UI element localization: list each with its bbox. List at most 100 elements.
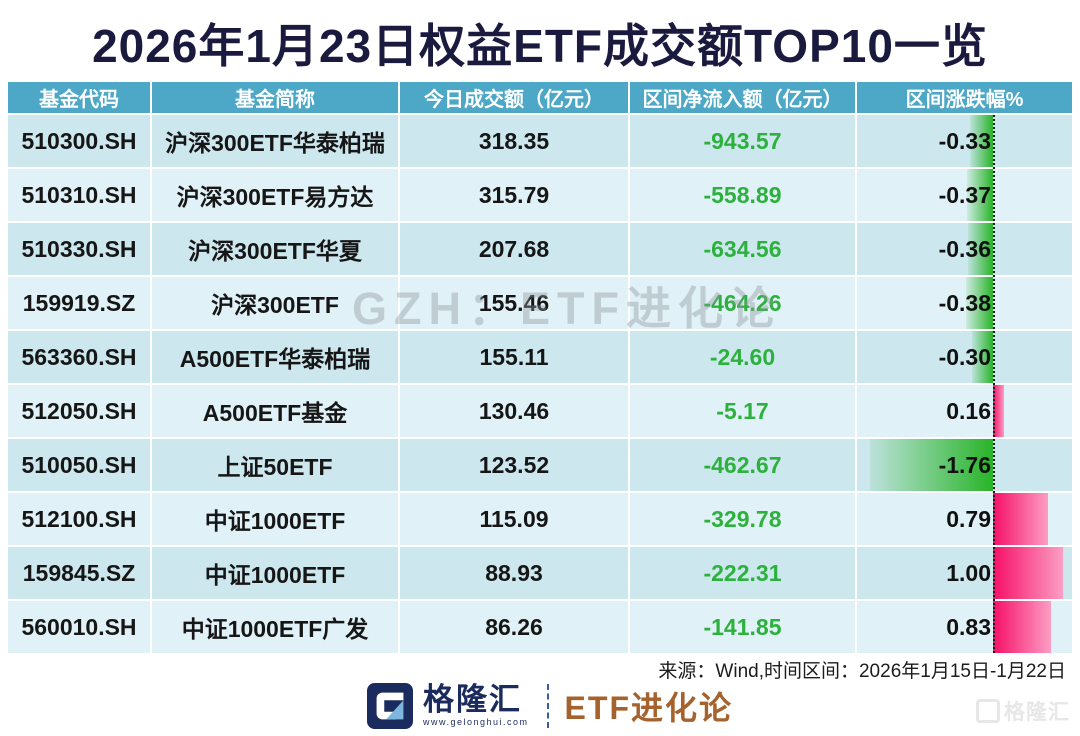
column-header: 今日成交额（亿元） <box>400 82 630 113</box>
gelonghui-logo-text: 格隆汇 <box>423 682 522 717</box>
turnover-cell: 155.11 <box>400 331 630 383</box>
corner-watermark-text: 格隆汇 <box>1004 701 1070 724</box>
pct-change-value: -0.30 <box>938 344 991 370</box>
net-inflow-cell: -464.26 <box>630 277 857 329</box>
turnover-cell: 315.79 <box>400 169 630 221</box>
table-row: 512050.SH A500ETF基金 130.46 -5.17 0.16 <box>8 385 1072 437</box>
table-row: 563360.SH A500ETF华泰柏瑞 155.11 -24.60 -0.30 <box>8 331 1072 383</box>
table-row: 510330.SH 沪深300ETF华夏 207.68 -634.56 -0.36 <box>8 223 1072 275</box>
pct-change-cell: 1.00 <box>857 547 1072 599</box>
fund-name-cell: 沪深300ETF华泰柏瑞 <box>152 115 400 167</box>
pct-change-bar <box>993 547 1063 599</box>
turnover-cell: 130.46 <box>400 385 630 437</box>
center-watermark: GZH：ETF进化论 <box>352 283 782 334</box>
net-inflow-cell: -943.57 <box>630 115 857 167</box>
pct-change-bar <box>993 385 1005 437</box>
fund-name-cell: 中证1000ETF <box>152 493 400 545</box>
pct-change-bar <box>993 493 1049 545</box>
pct-change-cell: -0.30 <box>857 331 1072 383</box>
fund-name-cell: 沪深300ETF易方达 <box>152 169 400 221</box>
fund-name-cell: A500ETF基金 <box>152 385 400 437</box>
pct-change-value: 0.16 <box>946 398 991 424</box>
brand-name: ETF进化论 <box>564 690 733 726</box>
fund-code-cell: 512050.SH <box>8 385 152 437</box>
pct-change-bar <box>969 115 993 167</box>
table-header-row: 基金代码 基金简称 今日成交额（亿元） 区间净流入额（亿元） 区间涨跌幅% <box>8 82 1072 113</box>
pct-change-cell: -0.36 <box>857 223 1072 275</box>
net-inflow-cell: -329.78 <box>630 493 857 545</box>
corner-gelonghui-icon <box>976 699 1000 723</box>
net-inflow-cell: -634.56 <box>630 223 857 275</box>
gelonghui-logo-url: www.gelonghui.com <box>423 717 529 727</box>
pct-change-value: -1.76 <box>938 452 991 478</box>
source-note: 来源：Wind,时间区间：2026年1月15日-1月22日 <box>658 661 1066 682</box>
turnover-cell: 207.68 <box>400 223 630 275</box>
column-header: 基金代码 <box>8 82 152 113</box>
net-inflow-cell: -5.17 <box>630 385 857 437</box>
fund-name-cell: 中证1000ETF <box>152 547 400 599</box>
table-row: 510050.SH 上证50ETF 123.52 -462.67 -1.76 <box>8 439 1072 491</box>
turnover-cell: 88.93 <box>400 547 630 599</box>
pct-change-bar <box>869 439 993 491</box>
net-inflow-cell: -222.31 <box>630 547 857 599</box>
pct-change-cell: 0.79 <box>857 493 1072 545</box>
table-row: 159845.SZ 中证1000ETF 88.93 -222.31 1.00 <box>8 547 1072 599</box>
column-header: 基金简称 <box>152 82 400 113</box>
pct-change-bar <box>967 169 993 221</box>
net-inflow-cell: -141.85 <box>630 601 857 653</box>
gelonghui-logo-icon <box>367 683 413 729</box>
pct-change-cell: -0.37 <box>857 169 1072 221</box>
pct-change-cell: -0.33 <box>857 115 1072 167</box>
table-row: 510300.SH 沪深300ETF华泰柏瑞 318.35 -943.57 -0.33 <box>8 115 1072 167</box>
fund-name-cell: 沪深300ETF华夏 <box>152 223 400 275</box>
turnover-cell: 318.35 <box>400 115 630 167</box>
fund-name-cell: A500ETF华泰柏瑞 <box>152 331 400 383</box>
logo-divider <box>546 684 549 728</box>
fund-code-cell: 563360.SH <box>8 331 152 383</box>
table-body: 510300.SH 沪深300ETF华泰柏瑞 318.35 -943.57 -0.33 5… <box>8 115 1072 653</box>
table-row: 510310.SH 沪深300ETF易方达 315.79 -558.89 -0.37 <box>8 169 1072 221</box>
etf-table: 基金代码 基金简称 今日成交额（亿元） 区间净流入额（亿元） 区间涨跌幅% 510300… <box>8 82 1072 653</box>
pct-change-value: -0.33 <box>938 128 991 154</box>
pct-change-value: 0.79 <box>946 506 991 532</box>
fund-code-cell: 159919.SZ <box>8 277 152 329</box>
pct-change-value: -0.37 <box>938 182 991 208</box>
pct-change-bar <box>967 223 993 275</box>
net-inflow-cell: -558.89 <box>630 169 857 221</box>
fund-name-cell: 上证50ETF <box>152 439 400 491</box>
pct-change-bar <box>972 331 993 383</box>
net-inflow-cell: -24.60 <box>630 331 857 383</box>
table-row: 159919.SZ 沪深300ETF 155.46 -464.26 -0.38 <box>8 277 1072 329</box>
fund-code-cell: 510310.SH <box>8 169 152 221</box>
fund-code-cell: 510300.SH <box>8 115 152 167</box>
column-header: 区间净流入额（亿元） <box>630 82 857 113</box>
turnover-cell: 115.09 <box>400 493 630 545</box>
page-title: 2026年1月23日权益ETF成交额TOP10一览 <box>92 20 988 72</box>
fund-code-cell: 159845.SZ <box>8 547 152 599</box>
fund-code-cell: 512100.SH <box>8 493 152 545</box>
fund-name-cell: 中证1000ETF广发 <box>152 601 400 653</box>
turnover-cell: 86.26 <box>400 601 630 653</box>
zero-baseline-dashed-line <box>993 115 995 653</box>
turnover-cell: 123.52 <box>400 439 630 491</box>
fund-code-cell: 510330.SH <box>8 223 152 275</box>
table-row: 512100.SH 中证1000ETF 115.09 -329.78 0.79 <box>8 493 1072 545</box>
pct-change-value: -0.38 <box>938 290 991 316</box>
net-inflow-cell: -462.67 <box>630 439 857 491</box>
column-header: 区间涨跌幅% <box>857 82 1072 113</box>
pct-change-cell: -0.38 <box>857 277 1072 329</box>
fund-name-cell: 沪深300ETF <box>152 277 400 329</box>
turnover-cell: 155.46 <box>400 277 630 329</box>
pct-change-cell: -1.76 <box>857 439 1072 491</box>
pct-change-value: -0.36 <box>938 236 991 262</box>
pct-change-cell: 0.83 <box>857 601 1072 653</box>
pct-change-value: 1.00 <box>946 560 991 586</box>
fund-code-cell: 560010.SH <box>8 601 152 653</box>
pct-change-bar <box>966 277 993 329</box>
pct-change-cell: 0.16 <box>857 385 1072 437</box>
pct-change-bar <box>993 601 1052 653</box>
corner-watermark: 格隆汇 <box>976 696 1070 726</box>
fund-code-cell: 510050.SH <box>8 439 152 491</box>
footer-logo: 格隆汇 www.gelonghui.com ETF进化论 <box>0 680 1080 732</box>
pct-change-value: 0.83 <box>946 614 991 640</box>
